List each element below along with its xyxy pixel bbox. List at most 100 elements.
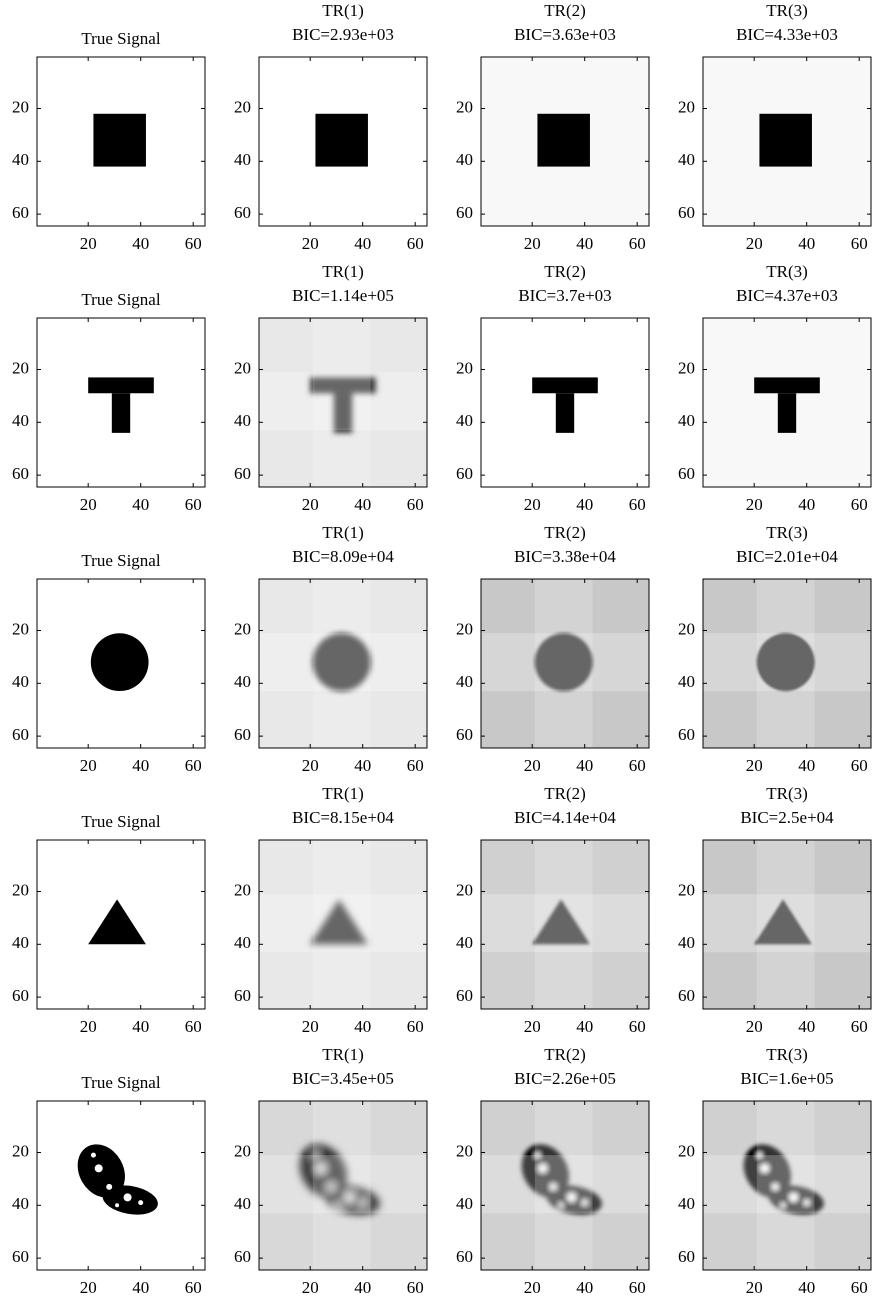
image [703,579,871,748]
panel: TR(2)BIC=3.7e+03204060204060 [456,262,649,514]
image [37,840,205,1009]
x-tick-label: 40 [576,234,593,253]
y-tick-label: 40 [678,150,695,169]
y-tick-label: 60 [234,986,251,1005]
y-tick-label: 20 [234,619,251,638]
panel-title: TR(3) [766,1,808,20]
artifact-band [535,579,593,748]
x-tick-label: 60 [407,495,424,514]
panel-subtitle: BIC=3.45e+05 [292,1069,394,1088]
panel-title: TR(3) [766,784,808,803]
y-tick-label: 40 [234,672,251,691]
shape [124,1193,132,1201]
y-tick-label: 60 [456,203,473,222]
shape [115,1203,119,1207]
x-tick-label: 20 [746,1278,763,1297]
x-tick-label: 40 [354,756,371,775]
shape [778,393,796,433]
x-tick-label: 40 [798,234,815,253]
image [481,318,649,487]
shape [754,377,820,393]
x-tick-label: 40 [354,234,371,253]
panel-subtitle: BIC=2.5e+04 [740,808,834,827]
x-tick-label: 40 [132,756,149,775]
image [259,579,427,748]
image [481,57,649,226]
y-tick-label: 40 [234,933,251,952]
x-tick-label: 60 [851,1017,868,1036]
y-tick-label: 20 [12,1141,29,1160]
panel-title: TR(3) [766,523,808,542]
x-tick-label: 20 [524,1278,541,1297]
image-content [91,633,149,691]
x-tick-label: 60 [407,756,424,775]
shape [93,114,146,167]
image [481,1101,649,1270]
panel: True Signal204060204060 [12,812,205,1036]
x-tick-label: 40 [132,1017,149,1036]
panel-title: True Signal [81,29,160,48]
x-tick-label: 40 [132,495,149,514]
panel: TR(1)BIC=1.14e+05204060204060 [234,262,427,514]
panel: True Signal204060204060 [12,290,205,514]
shape [112,393,130,433]
shape [138,1200,143,1205]
shape [556,393,574,433]
y-tick-label: 40 [12,150,29,169]
x-tick-label: 60 [185,1278,202,1297]
panel-subtitle: BIC=2.26e+05 [514,1069,616,1088]
x-tick-label: 40 [132,234,149,253]
artifact-band [313,318,371,487]
y-tick-label: 20 [456,97,473,116]
x-tick-label: 40 [798,1017,815,1036]
panel-title: TR(1) [322,1045,364,1064]
shape [759,114,812,167]
x-tick-label: 20 [524,756,541,775]
x-tick-label: 60 [407,1017,424,1036]
panel-title: True Signal [81,290,160,309]
panel-subtitle: BIC=4.33e+03 [736,25,838,44]
x-tick-label: 40 [354,1278,371,1297]
y-tick-label: 20 [456,619,473,638]
artifact-band [757,840,815,1009]
image [37,318,205,487]
y-tick-label: 40 [456,1194,473,1213]
y-tick-label: 40 [678,672,695,691]
y-tick-label: 40 [456,411,473,430]
y-tick-label: 60 [678,464,695,483]
y-tick-label: 40 [234,411,251,430]
x-tick-label: 20 [80,1017,97,1036]
image [37,579,205,748]
x-tick-label: 40 [354,1017,371,1036]
x-tick-label: 20 [80,234,97,253]
panel-subtitle: BIC=2.01e+04 [736,547,838,566]
y-tick-label: 40 [12,672,29,691]
artifact-band [313,840,371,1009]
x-tick-label: 20 [80,495,97,514]
x-tick-label: 60 [185,234,202,253]
y-tick-label: 40 [456,672,473,691]
y-tick-label: 40 [234,150,251,169]
y-tick-label: 60 [234,725,251,744]
image [481,840,649,1009]
panel-subtitle: BIC=3.7e+03 [518,286,611,305]
image [481,579,649,748]
y-tick-label: 20 [234,880,251,899]
panel: TR(3)BIC=4.37e+03204060204060 [678,262,871,514]
panel-subtitle: BIC=2.93e+03 [292,25,394,44]
figure: True Signal 20 40 60 20 40 60 TR(1) BIC=2.93e+03… [0,0,872,1298]
panel-subtitle: BIC=1.6e+05 [740,1069,833,1088]
panel: TR(2)BIC=4.14e+04204060204060 [456,784,649,1036]
shape [91,633,149,691]
image [259,318,427,487]
x-tick-label: 40 [576,1278,593,1297]
image [37,57,205,226]
y-tick-label: 60 [12,986,29,1005]
shape [88,377,154,393]
x-tick-label: 40 [798,1278,815,1297]
y-tick-label: 60 [678,986,695,1005]
